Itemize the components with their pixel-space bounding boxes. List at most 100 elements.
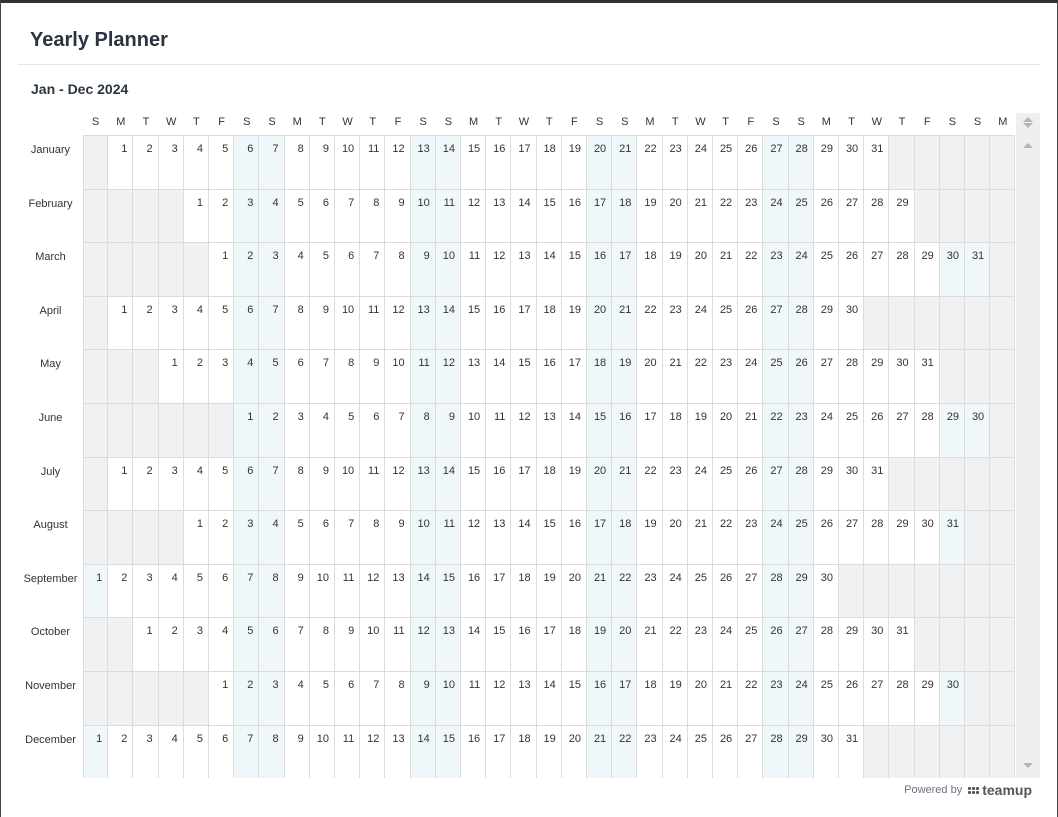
- day-cell[interactable]: 9: [385, 510, 411, 564]
- day-cell[interactable]: 1: [83, 563, 109, 618]
- day-cell[interactable]: 9: [309, 135, 335, 189]
- day-cell[interactable]: 31: [965, 242, 991, 296]
- day-cell[interactable]: 4: [284, 242, 310, 296]
- day-cell[interactable]: 23: [763, 671, 789, 725]
- day-cell[interactable]: 11: [360, 295, 386, 350]
- day-cell[interactable]: 29: [788, 724, 814, 779]
- day-cell[interactable]: 14: [511, 510, 537, 564]
- day-cell[interactable]: 16: [461, 563, 487, 618]
- day-cell[interactable]: 20: [612, 617, 638, 671]
- day-cell[interactable]: 7: [259, 295, 285, 350]
- day-cell[interactable]: 22: [662, 617, 688, 671]
- day-cell[interactable]: 4: [183, 456, 209, 511]
- day-cell[interactable]: 24: [687, 456, 713, 511]
- day-cell[interactable]: 21: [587, 724, 613, 779]
- day-cell[interactable]: 8: [309, 617, 335, 671]
- day-cell[interactable]: 6: [259, 617, 285, 671]
- day-cell[interactable]: 10: [309, 563, 335, 618]
- day-cell[interactable]: 27: [864, 671, 890, 725]
- day-cell[interactable]: 13: [410, 295, 436, 350]
- day-cell[interactable]: 22: [612, 563, 638, 618]
- day-cell[interactable]: 9: [309, 295, 335, 350]
- day-cell[interactable]: 4: [309, 403, 335, 457]
- day-cell[interactable]: 23: [662, 295, 688, 350]
- day-cell[interactable]: 5: [335, 403, 361, 457]
- day-cell[interactable]: 1: [234, 403, 260, 457]
- day-cell[interactable]: 13: [385, 724, 411, 779]
- day-cell[interactable]: 11: [385, 617, 411, 671]
- day-cell[interactable]: 21: [687, 510, 713, 564]
- day-cell[interactable]: 5: [183, 724, 209, 779]
- day-cell[interactable]: 25: [738, 617, 764, 671]
- day-cell[interactable]: 21: [587, 563, 613, 618]
- day-cell[interactable]: 16: [612, 403, 638, 457]
- day-cell[interactable]: 12: [410, 617, 436, 671]
- day-cell[interactable]: 22: [637, 295, 663, 350]
- day-cell[interactable]: 26: [813, 188, 839, 243]
- day-cell[interactable]: 2: [209, 510, 235, 564]
- day-cell[interactable]: 12: [360, 724, 386, 779]
- day-cell[interactable]: 8: [410, 403, 436, 457]
- day-cell[interactable]: 21: [612, 456, 638, 511]
- day-cell[interactable]: 28: [813, 617, 839, 671]
- day-cell[interactable]: 25: [687, 724, 713, 779]
- day-cell[interactable]: 9: [284, 563, 310, 618]
- day-cell[interactable]: 1: [209, 671, 235, 725]
- day-cell[interactable]: 29: [889, 510, 915, 564]
- day-cell[interactable]: 31: [889, 617, 915, 671]
- day-cell[interactable]: 8: [284, 456, 310, 511]
- day-cell[interactable]: 9: [309, 456, 335, 511]
- scroll-down-arrow-icon[interactable]: [1023, 763, 1033, 768]
- day-cell[interactable]: 3: [158, 456, 184, 511]
- day-cell[interactable]: 11: [360, 135, 386, 189]
- day-cell[interactable]: 31: [864, 135, 890, 189]
- day-cell[interactable]: 10: [410, 188, 436, 243]
- day-cell[interactable]: 16: [561, 188, 587, 243]
- day-cell[interactable]: 14: [410, 563, 436, 618]
- day-cell[interactable]: 21: [637, 617, 663, 671]
- day-cell[interactable]: 19: [536, 563, 562, 618]
- day-cell[interactable]: 27: [839, 188, 865, 243]
- day-cell[interactable]: 27: [889, 403, 915, 457]
- day-cell[interactable]: 23: [738, 510, 764, 564]
- day-cell[interactable]: 8: [284, 135, 310, 189]
- day-cell[interactable]: 27: [763, 295, 789, 350]
- day-cell[interactable]: 22: [738, 242, 764, 296]
- day-cell[interactable]: 4: [234, 349, 260, 403]
- day-cell[interactable]: 4: [284, 671, 310, 725]
- day-cell[interactable]: 14: [435, 295, 461, 350]
- day-cell[interactable]: 28: [889, 242, 915, 296]
- day-cell[interactable]: 23: [738, 188, 764, 243]
- day-cell[interactable]: 28: [864, 510, 890, 564]
- day-cell[interactable]: 22: [713, 510, 739, 564]
- day-cell[interactable]: 18: [536, 456, 562, 511]
- day-cell[interactable]: 13: [486, 188, 512, 243]
- day-cell[interactable]: 11: [435, 510, 461, 564]
- day-cell[interactable]: 4: [158, 563, 184, 618]
- day-cell[interactable]: 29: [914, 242, 940, 296]
- day-cell[interactable]: 10: [360, 617, 386, 671]
- day-cell[interactable]: 13: [511, 242, 537, 296]
- day-cell[interactable]: 24: [662, 563, 688, 618]
- day-cell[interactable]: 10: [309, 724, 335, 779]
- day-cell[interactable]: 26: [813, 510, 839, 564]
- day-cell[interactable]: 20: [561, 563, 587, 618]
- day-cell[interactable]: 4: [259, 510, 285, 564]
- day-cell[interactable]: 23: [637, 563, 663, 618]
- day-cell[interactable]: 5: [259, 349, 285, 403]
- day-cell[interactable]: 5: [234, 617, 260, 671]
- day-cell[interactable]: 22: [713, 188, 739, 243]
- day-cell[interactable]: 19: [637, 510, 663, 564]
- day-cell[interactable]: 17: [486, 563, 512, 618]
- day-cell[interactable]: 26: [864, 403, 890, 457]
- day-cell[interactable]: 22: [738, 671, 764, 725]
- day-cell[interactable]: 12: [385, 135, 411, 189]
- day-cell[interactable]: 21: [713, 242, 739, 296]
- day-cell[interactable]: 7: [335, 188, 361, 243]
- day-cell[interactable]: 18: [662, 403, 688, 457]
- day-cell[interactable]: 16: [461, 724, 487, 779]
- day-cell[interactable]: 29: [813, 456, 839, 511]
- day-cell[interactable]: 5: [209, 456, 235, 511]
- day-cell[interactable]: 14: [536, 671, 562, 725]
- day-cell[interactable]: 18: [587, 349, 613, 403]
